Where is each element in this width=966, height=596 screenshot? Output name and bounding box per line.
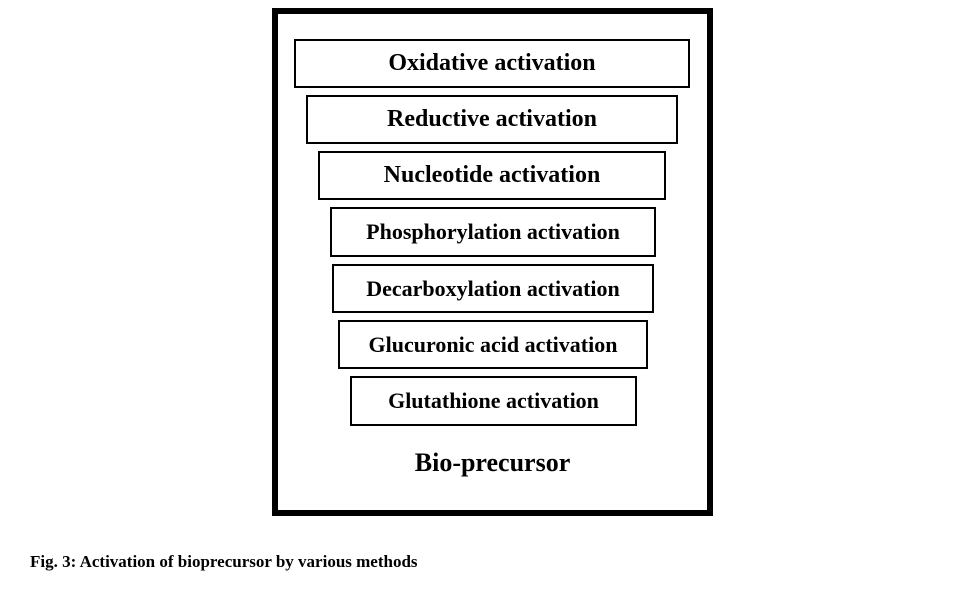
figure-caption-text: Fig. 3: Activation of bioprecursor by va…	[30, 552, 418, 571]
activation-bar-0: Oxidative activation	[294, 39, 690, 88]
activation-bar-6: Glutathione activation	[350, 376, 637, 426]
activation-bar-3: Phosphorylation activation	[330, 207, 656, 257]
figure-caption: Fig. 3: Activation of bioprecursor by va…	[30, 552, 418, 572]
figure-canvas: Oxidative activation Reductive activatio…	[0, 0, 966, 596]
activation-bar-4: Decarboxylation activation	[332, 264, 654, 313]
activation-bar-label: Reductive activation	[387, 106, 597, 133]
activation-bar-label: Nucleotide activation	[384, 162, 601, 189]
activation-bar-label: Phosphorylation activation	[366, 219, 620, 245]
activation-bar-label: Glucuronic acid activation	[369, 332, 618, 358]
activation-bar-label: Glutathione activation	[388, 388, 599, 414]
activation-bar-label: Oxidative activation	[388, 50, 595, 77]
activation-bar-5: Glucuronic acid activation	[338, 320, 648, 369]
base-label: Bio-precursor	[272, 448, 713, 478]
activation-bar-label: Decarboxylation activation	[366, 276, 620, 302]
activation-bar-1: Reductive activation	[306, 95, 678, 144]
base-label-text: Bio-precursor	[415, 448, 571, 477]
activation-bar-2: Nucleotide activation	[318, 151, 666, 200]
